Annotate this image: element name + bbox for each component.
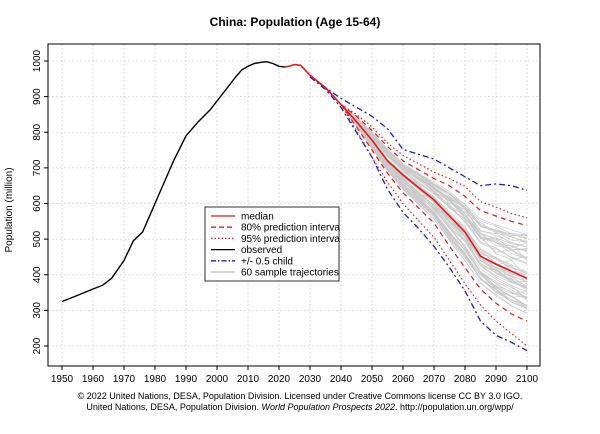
legend-label: 60 sample trajectories — [241, 268, 339, 279]
x-tick-label: 2060 — [392, 374, 415, 385]
chart: China: Population (Age 15-64) 1950 1960 19… — [4, 15, 541, 385]
minus-half-child-line — [309, 76, 528, 352]
x-tick-label: 2030 — [299, 374, 322, 385]
caption-line-2: United Nations, DESA, Population Divisio… — [0, 402, 600, 413]
x-tick-label: 2010 — [237, 374, 260, 385]
y-tick-label: 1000 — [32, 49, 43, 72]
caption-url: . http://population.un.org/wpp/ — [395, 402, 514, 412]
x-axis: 1950 1960 1970 1980 1990 2000 2010 2020 2030 2040… — [51, 366, 539, 385]
sample-trajectory-line — [309, 75, 528, 251]
sample-trajectory-line — [309, 75, 528, 253]
sample-trajectory-line — [309, 74, 528, 251]
pi95-lower-line — [340, 104, 528, 347]
sample-trajectory-line — [309, 75, 528, 240]
x-tick-label: 1960 — [82, 374, 105, 385]
sample-trajectory-line — [309, 75, 528, 239]
pi95-upper-line — [340, 103, 528, 219]
y-tick-label: 200 — [32, 337, 43, 354]
caption-source: United Nations, DESA, Population Divisio… — [86, 402, 259, 412]
y-tick-label: 400 — [32, 266, 43, 283]
y-tick-label: 700 — [32, 159, 43, 176]
y-tick-label: 800 — [32, 123, 43, 140]
legend-label: 80% prediction interva — [241, 223, 340, 234]
y-axis-label: Population (million) — [4, 167, 15, 252]
x-tick-label: 1970 — [113, 374, 136, 385]
x-tick-label: 2080 — [454, 374, 477, 385]
observed-line — [61, 61, 286, 303]
x-tick-label: 1950 — [51, 374, 74, 385]
pi80-lower-line — [340, 104, 528, 322]
legend-label: median — [241, 212, 274, 223]
sample-trajectory-line — [309, 75, 528, 242]
x-tick-label: 2090 — [485, 374, 508, 385]
legend-label: 95% prediction interva — [241, 234, 340, 245]
y-tick-label: 300 — [32, 302, 43, 319]
caption-line-1: © 2022 United Nations, DESA, Population … — [77, 391, 523, 401]
x-tick-label: 2050 — [361, 374, 384, 385]
sample-trajectory-line — [309, 75, 527, 236]
sample-trajectory-line — [309, 74, 528, 249]
caption-publication: World Population Prospects 2022 — [261, 402, 396, 412]
plus-half-child-line — [309, 76, 528, 191]
y-tick-label: 900 — [32, 88, 43, 105]
x-tick-label: 1980 — [144, 374, 167, 385]
legend-label: +/- 0.5 child — [241, 256, 293, 267]
series-lines — [61, 61, 528, 352]
x-tick-label: 2100 — [516, 374, 539, 385]
legend-label: observed — [241, 245, 282, 256]
plot-frame — [47, 43, 541, 367]
sample-trajectory-line — [309, 75, 528, 236]
legend-box — [204, 206, 340, 282]
median-line — [284, 63, 528, 280]
x-tick-label: 2070 — [423, 374, 446, 385]
sample-trajectory-line — [309, 75, 528, 244]
x-tick-label: 2020 — [268, 374, 291, 385]
sample-trajectory-line — [309, 75, 528, 259]
y-tick-label: 600 — [32, 195, 43, 212]
pi80-upper-line — [340, 104, 528, 227]
x-tick-label: 2000 — [206, 374, 229, 385]
y-axis: 200 300 400 500 600 700 800 900 1000 — [32, 49, 48, 354]
x-tick-label: 2040 — [330, 374, 353, 385]
chart-title: China: Population (Age 15-64) — [210, 15, 381, 29]
y-tick-label: 500 — [32, 230, 43, 247]
sample-trajectory-line — [309, 74, 528, 261]
sample-trajectory-line — [309, 75, 528, 243]
x-tick-label: 1990 — [175, 374, 198, 385]
